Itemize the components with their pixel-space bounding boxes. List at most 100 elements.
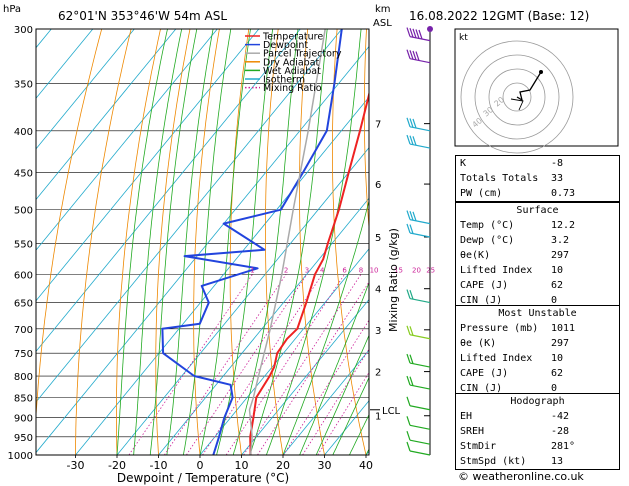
isotherm-line <box>36 29 177 201</box>
wind-barb-flag <box>406 210 411 220</box>
wind-barb-flag <box>412 28 417 38</box>
dry-adiabat-line <box>193 29 220 455</box>
hodograph-row: StmSpd (kt) 13 <box>456 454 619 469</box>
surface-value: 297 <box>551 250 570 261</box>
most-unstable-row: Pressure (mb) 1011 <box>456 321 619 336</box>
asl-label: ASL <box>373 18 392 29</box>
pressure-tick-label: 650 <box>14 299 33 310</box>
hodograph-storm-motion <box>510 98 524 111</box>
indices-table: K -8 Totals Totals 33 PW (cm) 0.73 <box>455 155 620 202</box>
wind-barb-flag <box>412 50 417 61</box>
dry-adiabat-line <box>363 29 369 233</box>
wind-top-marker <box>427 26 433 32</box>
dry-adiabat-line <box>264 29 284 455</box>
wind-barb-flag <box>409 354 414 364</box>
mixing-ratio-line <box>202 274 323 455</box>
most-unstable-row: CAPE (J) 62 <box>456 366 619 381</box>
hodograph-value: -42 <box>551 411 570 422</box>
wind-barb-flag <box>406 353 411 364</box>
index-label: K <box>460 158 467 169</box>
legend-label: Isotherm <box>263 75 305 86</box>
index-value: -8 <box>551 158 564 169</box>
wind-barb-staff <box>409 334 431 340</box>
location-title: 62°01'N 353°46'W 54m ASL <box>58 9 227 23</box>
wind-barb-flag <box>412 136 417 146</box>
mixing-ratio-label: 15 <box>394 266 403 274</box>
mixing-ratio-axis-title: Mixing Ratio (g/kg) <box>387 228 400 332</box>
wet-adiabat-line <box>149 29 198 455</box>
mixing-ratio-label: 1 <box>250 266 254 274</box>
wind-barb-staff <box>409 143 431 149</box>
index-row-pw: PW (cm) 0.73 <box>456 186 619 201</box>
x-tick-label: 0 <box>197 459 204 472</box>
surface-label: CIN (J) <box>460 295 503 306</box>
hodograph-row: EH -42 <box>456 409 619 424</box>
pressure-tick-label: 1000 <box>8 451 33 462</box>
legend-label: Parcel Trajectory <box>263 49 342 60</box>
surface-row: Lifted Index 10 <box>456 263 619 278</box>
legend-label: Temperature <box>262 32 323 43</box>
wind-barb-flag <box>409 28 414 38</box>
isotherm-line <box>199 248 369 455</box>
mixing-ratio-line <box>128 274 253 455</box>
dry-adiabat-line <box>229 29 250 455</box>
isotherm-line <box>241 298 369 455</box>
wet-adiabat-line <box>332 376 369 455</box>
hodograph-ring <box>460 40 574 154</box>
wind-barb-flag <box>412 211 417 222</box>
legend-label: Wet Adiabat <box>263 66 321 77</box>
wind-barb-staff <box>409 439 431 445</box>
wind-barb-staff <box>409 297 431 304</box>
mixing-ratio-line <box>243 274 362 455</box>
dry-adiabat-line <box>75 29 132 455</box>
pressure-tick-label: 800 <box>14 372 33 383</box>
hpa-label: hPa <box>3 4 21 15</box>
index-row-k: K -8 <box>456 156 619 171</box>
wind-barb-staff <box>409 450 431 456</box>
wet-adiabat-line <box>166 29 214 455</box>
pressure-tick-label: 350 <box>14 80 33 91</box>
mixing-ratio-line <box>186 274 308 455</box>
most-unstable-label: θe (K) <box>460 338 497 349</box>
mixing-ratio-line <box>317 371 369 455</box>
most-unstable-row: CIN (J) 0 <box>456 381 619 396</box>
mixing-ratio-line <box>225 274 345 455</box>
wind-barb-flag <box>415 51 420 61</box>
hodograph-label: StmSpd (kt) <box>460 456 527 467</box>
wind-barb-staff <box>409 126 431 132</box>
wind-barb-flag <box>415 29 420 39</box>
wind-barb-flag <box>409 50 414 60</box>
surface-value: 12.2 <box>551 220 576 231</box>
wind-barb-flag <box>409 135 414 145</box>
wind-barb-flag <box>406 134 411 145</box>
wind-barb-staff <box>409 232 431 238</box>
surface-table: Surface Temp (°C) 12.2 Dewp (°C) 3.2 θe(K)… <box>455 202 620 309</box>
most-unstable-value: 1011 <box>551 323 576 334</box>
footer-credit[interactable]: © weatheronline.co.uk <box>458 470 584 483</box>
dry-adiabat-line <box>116 29 161 455</box>
lcl-label: LCL <box>382 406 401 417</box>
surface-label: Dewp (°C) <box>460 235 515 246</box>
hodograph-label: StmDir <box>460 441 497 452</box>
index-label: PW (cm) <box>460 188 503 199</box>
wind-barb-flag <box>406 396 411 406</box>
wind-barb-flag <box>406 223 411 234</box>
wind-barb-flag <box>409 211 414 221</box>
mixing-ratio-line <box>164 274 287 455</box>
hodograph-value: 281° <box>551 441 576 452</box>
hodograph-unit-label: kt <box>459 33 468 43</box>
surface-row: CAPE (J) 62 <box>456 278 619 293</box>
x-tick-label: 20 <box>276 459 290 472</box>
x-tick-label: 30 <box>318 459 332 472</box>
most-unstable-label: Pressure (mb) <box>460 323 539 334</box>
dry-adiabat-line <box>395 29 449 455</box>
hodograph-frame <box>454 28 619 147</box>
isotherm-line <box>36 29 218 251</box>
series-parcel-trajectory-line <box>248 29 326 455</box>
wet-adiabat-line <box>299 281 369 455</box>
surface-title: Surface <box>516 205 559 216</box>
hodograph-value: -28 <box>551 426 570 437</box>
hodograph-trace <box>516 71 542 102</box>
wind-barb-flag <box>406 375 411 386</box>
wind-barb-flag <box>406 49 411 59</box>
